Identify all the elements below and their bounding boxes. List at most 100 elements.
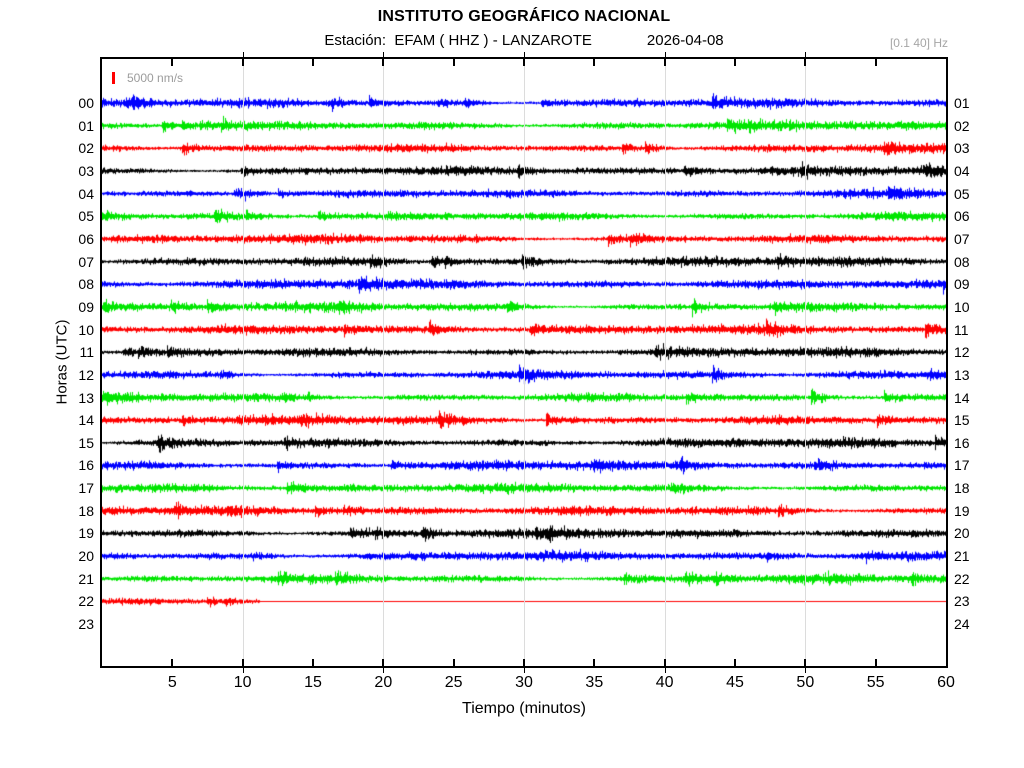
page-title: INSTITUTO GEOGRÁFICO NACIONAL [377, 8, 671, 25]
hour-label-left-07: 07 [78, 253, 94, 270]
hour-label-left-21: 21 [78, 570, 94, 587]
x-tick-label-40: 40 [655, 674, 674, 691]
subtitle-row: Estación: EFAM ( HHZ ) - LANZAROTE 2026-… [100, 32, 948, 49]
hour-label-left-04: 04 [78, 185, 94, 202]
station-label: Estación: [324, 32, 387, 49]
hour-label-right-11: 11 [954, 321, 969, 338]
hour-label-left-02: 02 [78, 140, 94, 157]
axis-tick-stub [243, 668, 244, 673]
date-value: 2026-04-08 [646, 32, 724, 49]
hour-label-right-09: 09 [954, 276, 970, 293]
x-axis-tick [804, 59, 806, 66]
x-axis-tick [593, 659, 595, 666]
hour-label-right-17: 17 [954, 457, 970, 474]
hour-label-right-05: 05 [954, 185, 970, 202]
hour-label-right-13: 13 [954, 366, 970, 383]
hour-label-left-22: 22 [78, 593, 94, 610]
x-tick-label-15: 15 [304, 674, 322, 691]
hour-label-left-13: 13 [78, 389, 94, 406]
hour-label-left-15: 15 [78, 434, 94, 451]
gridline-40min [664, 59, 666, 666]
x-axis-tick [734, 659, 736, 666]
x-axis-tick [382, 59, 384, 66]
x-axis-tick [734, 59, 736, 66]
x-axis-tick [523, 659, 525, 666]
hour-label-left-18: 18 [78, 502, 94, 519]
hour-label-right-14: 14 [954, 389, 970, 406]
axis-tick-stub [805, 52, 806, 57]
x-axis-tick [593, 59, 595, 66]
axis-tick-stub [383, 52, 384, 57]
scale-legend: 5000 nm/s [112, 71, 183, 85]
hour-label-right-22: 22 [954, 570, 970, 587]
gridline-20min [382, 59, 384, 666]
hour-label-right-18: 18 [954, 480, 970, 497]
hour-label-left-16: 16 [78, 457, 94, 474]
x-axis-tick [312, 659, 314, 666]
hour-label-left-06: 06 [78, 230, 94, 247]
gridline-10min [242, 59, 244, 666]
x-axis-tick [171, 59, 173, 66]
hour-label-right-23: 23 [954, 593, 970, 610]
x-axis-tick [453, 59, 455, 66]
gridline-50min [804, 59, 806, 666]
hour-label-right-16: 16 [954, 434, 970, 451]
x-tick-label-20: 20 [374, 674, 393, 691]
axis-tick-stub [383, 668, 384, 673]
scale-bar-icon [112, 72, 115, 84]
station-value: EFAM ( HHZ ) - LANZAROTE [394, 32, 592, 49]
hour-label-right-19: 19 [954, 502, 970, 519]
x-axis-tick [242, 659, 244, 666]
hour-label-left-09: 09 [78, 298, 94, 315]
hour-label-left-17: 17 [78, 480, 94, 497]
hour-label-right-20: 20 [954, 525, 970, 542]
x-axis-tick [875, 59, 877, 66]
hour-label-right-03: 03 [954, 140, 970, 157]
hour-label-left-00: 00 [78, 95, 94, 111]
hour-label-right-02: 02 [954, 117, 970, 134]
hour-label-right-24: 24 [954, 616, 970, 633]
x-axis-tick [875, 659, 877, 666]
hour-label-right-15: 15 [954, 412, 970, 429]
hour-label-left-01: 01 [78, 117, 94, 134]
x-axis-tick [242, 59, 244, 66]
x-axis-tick [523, 59, 525, 66]
x-axis-tick [312, 59, 314, 66]
axis-tick-stub [243, 52, 244, 57]
x-tick-label-55: 55 [866, 674, 885, 691]
hour-label-right-01: 01 [954, 95, 970, 111]
axis-tick-stub [524, 52, 525, 57]
x-tick-label-30: 30 [515, 674, 533, 691]
x-tick-label-10: 10 [233, 674, 252, 691]
axis-tick-stub [805, 668, 806, 673]
x-axis-tick [664, 59, 666, 66]
hour-label-right-08: 08 [954, 253, 970, 270]
hour-label-left-14: 14 [78, 412, 94, 429]
hour-label-left-20: 20 [78, 548, 94, 565]
x-tick-label-25: 25 [444, 674, 463, 691]
hour-label-left-05: 05 [78, 208, 94, 225]
hour-label-left-19: 19 [78, 525, 94, 542]
x-axis-label: Tiempo (minutos) [462, 700, 586, 717]
x-tick-label-50: 50 [796, 674, 815, 691]
plot-area: 5000 nm/s [100, 52, 948, 673]
hour-label-left-12: 12 [78, 366, 94, 383]
hour-label-left-11: 11 [79, 344, 94, 361]
axis-tick-stub [524, 668, 525, 673]
hour-label-right-10: 10 [954, 298, 970, 315]
hour-label-left-03: 03 [78, 162, 94, 179]
x-axis-tick [664, 659, 666, 666]
hour-label-left-23: 23 [78, 616, 94, 633]
x-tick-label-60: 60 [937, 674, 955, 691]
hour-label-right-04: 04 [954, 162, 970, 179]
axis-tick-stub [665, 668, 666, 673]
axis-tick-stub [665, 52, 666, 57]
hour-label-right-12: 12 [954, 344, 970, 361]
scale-legend-text: 5000 nm/s [127, 71, 184, 85]
hour-label-left-08: 08 [78, 276, 94, 293]
hour-label-left-10: 10 [78, 321, 94, 338]
station-info: Estación: EFAM ( HHZ ) - LANZAROTE [324, 32, 592, 49]
hour-label-right-21: 21 [954, 548, 970, 565]
x-axis-tick [382, 659, 384, 666]
